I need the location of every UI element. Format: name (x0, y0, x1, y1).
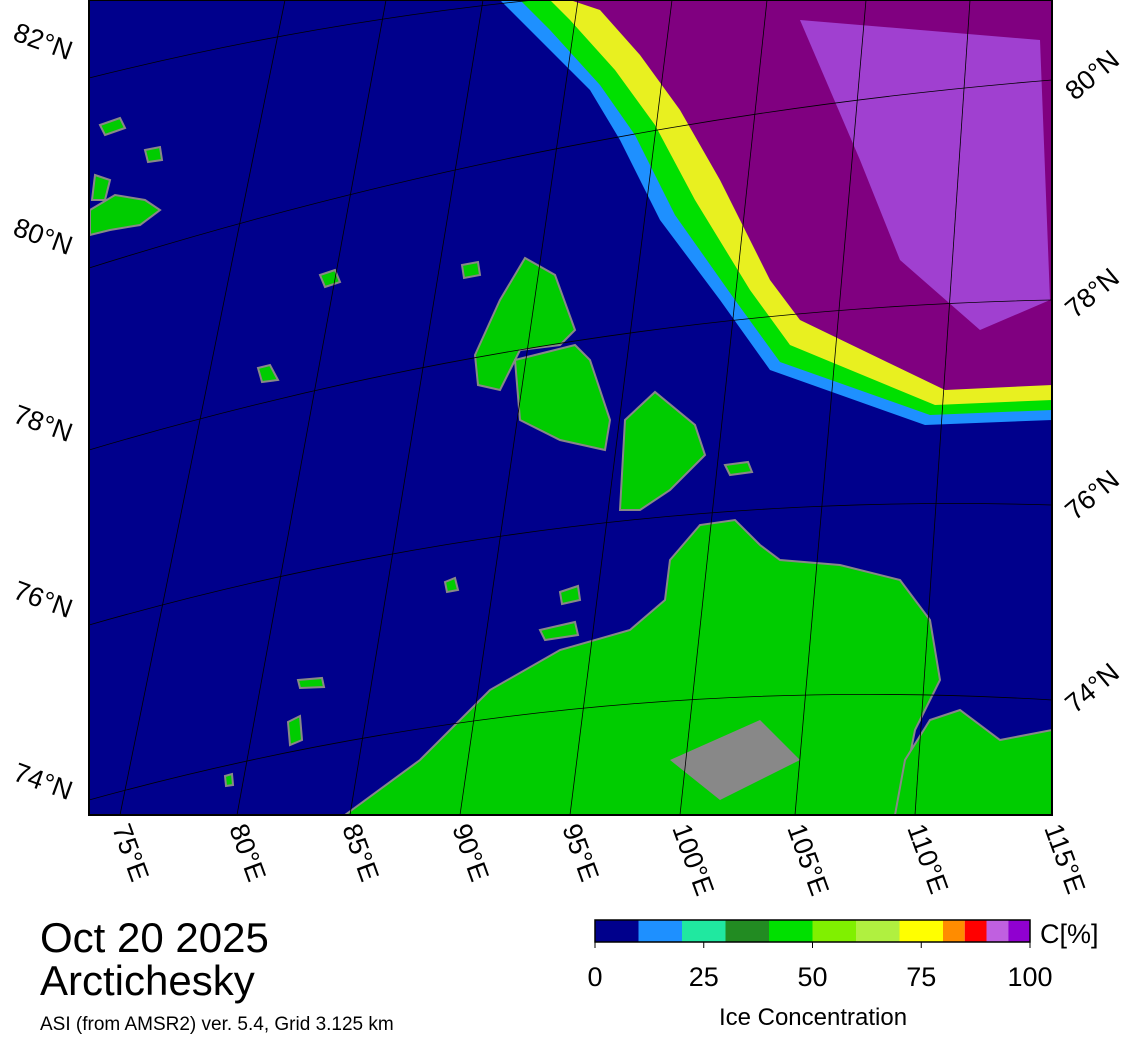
colorbar-segment (725, 920, 769, 942)
colorbar-tick-label: 50 (797, 962, 827, 992)
lat-label: 74°N (1059, 657, 1124, 719)
colorbar-segment (964, 920, 987, 942)
colorbar-unit: C[%] (1040, 919, 1099, 949)
colorbar-tick-label: 100 (1007, 962, 1052, 992)
colorbar: 0 25 50 75 100 (587, 919, 1053, 992)
colorbar-segment (1008, 920, 1030, 942)
lon-line (236, 0, 387, 815)
lon-label: 115°E (1038, 820, 1091, 898)
lon-label: 90°E (446, 820, 494, 886)
lat-label: 80°N (10, 212, 77, 261)
lon-line (459, 0, 579, 815)
lon-label: 75°E (106, 820, 154, 886)
lon-label: 110°E (901, 820, 954, 898)
lat-label: 78°N (10, 399, 77, 448)
lat-line (89, 693, 1052, 801)
lat-line (89, 299, 1052, 451)
ice-pack-high (800, 20, 1050, 330)
lat-label: 76°N (1059, 464, 1124, 526)
colorbar-title: Ice Concentration (719, 1004, 907, 1031)
lat-label: 82°N (10, 17, 77, 66)
graticule (89, 0, 1052, 815)
lon-line (794, 0, 867, 815)
lat-label: 76°N (10, 575, 77, 624)
region: Arctichesky (40, 957, 255, 1004)
lat-label: 80°N (1059, 44, 1124, 106)
lat-line (89, 503, 1052, 626)
colorbar-segment (682, 920, 726, 942)
lat-line (89, 0, 539, 79)
lon-line (119, 0, 286, 815)
lat-label: 78°N (1059, 262, 1124, 324)
lat-line (89, 79, 1052, 269)
map-frame (88, 0, 1053, 816)
land-patch (670, 720, 800, 800)
colorbar-segment (769, 920, 813, 942)
lon-label: 95°E (556, 820, 604, 886)
lat-label: 74°N (10, 757, 77, 806)
lon-label: 85°E (336, 820, 384, 886)
colorbar-tick-label: 25 (689, 962, 719, 992)
land (89, 116, 1052, 815)
source: ASI (from AMSR2) ver. 5.4, Grid 3.125 km (40, 1014, 394, 1035)
colorbar-segment (812, 920, 856, 942)
lon-line (349, 0, 484, 815)
lon-line (569, 0, 673, 815)
colorbar-segment (595, 920, 639, 942)
lon-label: 105°E (781, 820, 834, 900)
colorbar-segment (638, 920, 682, 942)
colorbar-segment (986, 920, 1009, 942)
lon-label: 80°E (223, 820, 271, 886)
colorbar-segment (943, 920, 965, 942)
colorbar-tick-label: 75 (906, 962, 936, 992)
lon-label: 100°E (666, 820, 719, 900)
map-area (89, 0, 1052, 815)
lon-line (679, 0, 768, 815)
colorbar-segment (856, 920, 900, 942)
lon-line (914, 0, 971, 815)
date: Oct 20 2025 (40, 914, 269, 961)
colorbar-segment (899, 920, 943, 942)
colorbar-tick-label: 0 (587, 962, 602, 992)
